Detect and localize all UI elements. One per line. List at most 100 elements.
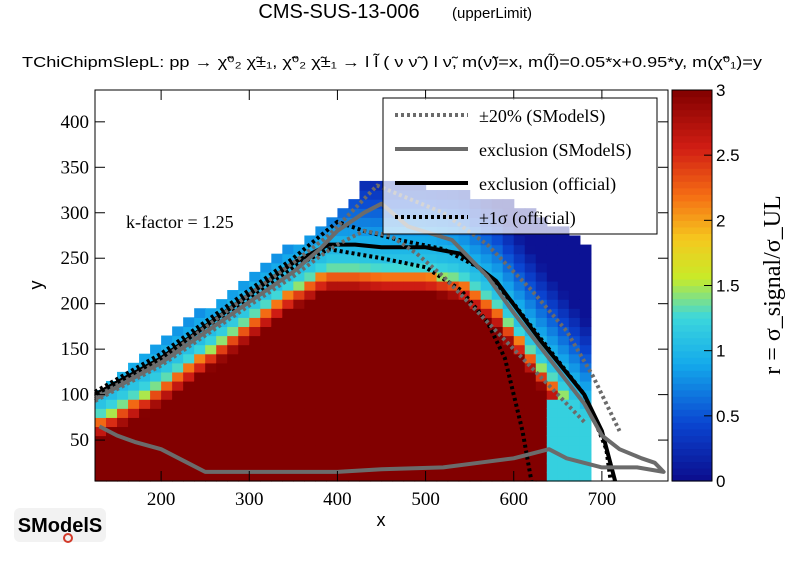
heatmap-cell xyxy=(359,290,372,300)
heatmap-cell xyxy=(491,317,504,328)
heatmap-cell xyxy=(535,244,548,255)
heatmap-cell xyxy=(557,235,570,246)
heatmap-cell xyxy=(524,235,537,246)
heatmap-cell xyxy=(370,290,383,300)
heatmap-cell xyxy=(249,344,261,355)
heatmap-cell xyxy=(524,253,537,264)
heatmap-cell xyxy=(227,390,239,400)
heatmap-cell xyxy=(502,399,515,409)
heatmap-cell xyxy=(359,371,372,382)
heatmap-cell xyxy=(458,380,471,391)
heatmap-cell xyxy=(491,308,504,318)
heatmap-cell xyxy=(337,417,350,428)
heatmap-cell xyxy=(249,390,261,400)
heatmap-cell xyxy=(403,253,416,264)
heatmap-cell xyxy=(238,344,250,355)
heatmap-cell xyxy=(425,308,438,318)
colorbar-segment xyxy=(672,461,712,469)
colorbar-tick-label: 0.5 xyxy=(716,407,740,426)
heatmap-cell xyxy=(392,399,405,409)
heatmap-cell xyxy=(260,380,272,391)
heatmap-cell xyxy=(502,390,515,400)
heatmap-cell xyxy=(370,262,383,273)
heatmap-cell xyxy=(491,380,504,391)
heatmap-cell xyxy=(502,308,515,318)
heatmap-cell xyxy=(260,326,272,337)
heatmap-cell xyxy=(260,471,272,482)
heatmap-cell xyxy=(535,362,548,373)
heatmap-cell xyxy=(524,362,537,373)
heatmap-cell xyxy=(414,290,427,300)
heatmap-cell xyxy=(304,344,316,355)
heatmap-cell xyxy=(194,408,206,418)
heatmap-cell xyxy=(513,380,526,391)
heatmap-cell xyxy=(326,326,339,337)
heatmap-cell xyxy=(337,253,350,264)
heatmap-cell xyxy=(546,426,559,437)
heatmap-cell xyxy=(216,362,228,373)
heatmap-cell xyxy=(513,290,526,300)
heatmap-cell xyxy=(392,290,405,300)
heatmap-cell xyxy=(227,380,239,391)
heatmap-cell xyxy=(161,371,173,382)
heatmap-cell xyxy=(128,471,140,482)
heatmap-cell xyxy=(458,353,471,364)
heatmap-cell xyxy=(469,471,482,482)
heatmap-cell xyxy=(139,426,151,437)
colorbar-tick-label: 1 xyxy=(716,342,725,361)
heatmap-cell xyxy=(304,317,316,328)
heatmap-cell xyxy=(205,353,217,364)
heatmap-cell xyxy=(524,317,537,328)
heatmap-cell xyxy=(183,317,195,328)
heatmap-cell xyxy=(359,353,372,364)
heatmap-cell xyxy=(271,317,283,328)
heatmap-cell xyxy=(436,317,449,328)
heatmap-cell xyxy=(150,371,162,382)
heatmap-cell xyxy=(315,390,328,400)
heatmap-cell xyxy=(128,390,140,400)
heatmap-cell xyxy=(480,353,493,364)
heatmap-cell xyxy=(513,399,526,409)
heatmap-cell xyxy=(436,290,449,300)
heatmap-cell xyxy=(249,453,261,464)
heatmap-cell xyxy=(282,399,294,409)
y-tick-label: 100 xyxy=(61,385,90,406)
heatmap-cell xyxy=(216,453,228,464)
heatmap-cell xyxy=(370,426,383,437)
heatmap-cell xyxy=(271,435,283,446)
heatmap-cell xyxy=(436,299,449,309)
heatmap-cell xyxy=(293,299,305,309)
heatmap-cell xyxy=(260,408,272,418)
heatmap-cell xyxy=(183,326,195,337)
heatmap-cell xyxy=(546,390,559,400)
heatmap-cell xyxy=(524,262,537,273)
heatmap-cell xyxy=(480,408,493,418)
heatmap-cell xyxy=(359,453,372,464)
heatmap-cell xyxy=(414,253,427,264)
heatmap-cell xyxy=(117,426,129,437)
heatmap-cell xyxy=(249,308,261,318)
heatmap-cell xyxy=(326,253,339,264)
heatmap-cell xyxy=(227,371,239,382)
heatmap-cell xyxy=(458,290,471,300)
heatmap-cell xyxy=(227,317,239,328)
heatmap-cell xyxy=(337,344,350,355)
heatmap-cell xyxy=(568,390,581,400)
colorbar-segment xyxy=(672,116,712,124)
heatmap-cell xyxy=(469,235,482,246)
y-axis-label: y xyxy=(26,281,46,290)
heatmap-cell xyxy=(381,299,394,309)
heatmap-cell xyxy=(161,417,173,428)
heatmap-cell xyxy=(568,271,581,282)
heatmap-cell xyxy=(216,335,228,346)
heatmap-cell xyxy=(150,471,162,482)
heatmap-cell xyxy=(524,399,537,409)
heatmap-cell xyxy=(227,335,239,346)
heatmap-cell xyxy=(128,453,140,464)
heatmap-cell xyxy=(447,271,460,282)
heatmap-cell xyxy=(227,399,239,409)
heatmap-cell xyxy=(579,308,592,318)
heatmap-cell xyxy=(95,462,107,473)
heatmap-cell xyxy=(458,299,471,309)
heatmap-cell xyxy=(194,435,206,446)
